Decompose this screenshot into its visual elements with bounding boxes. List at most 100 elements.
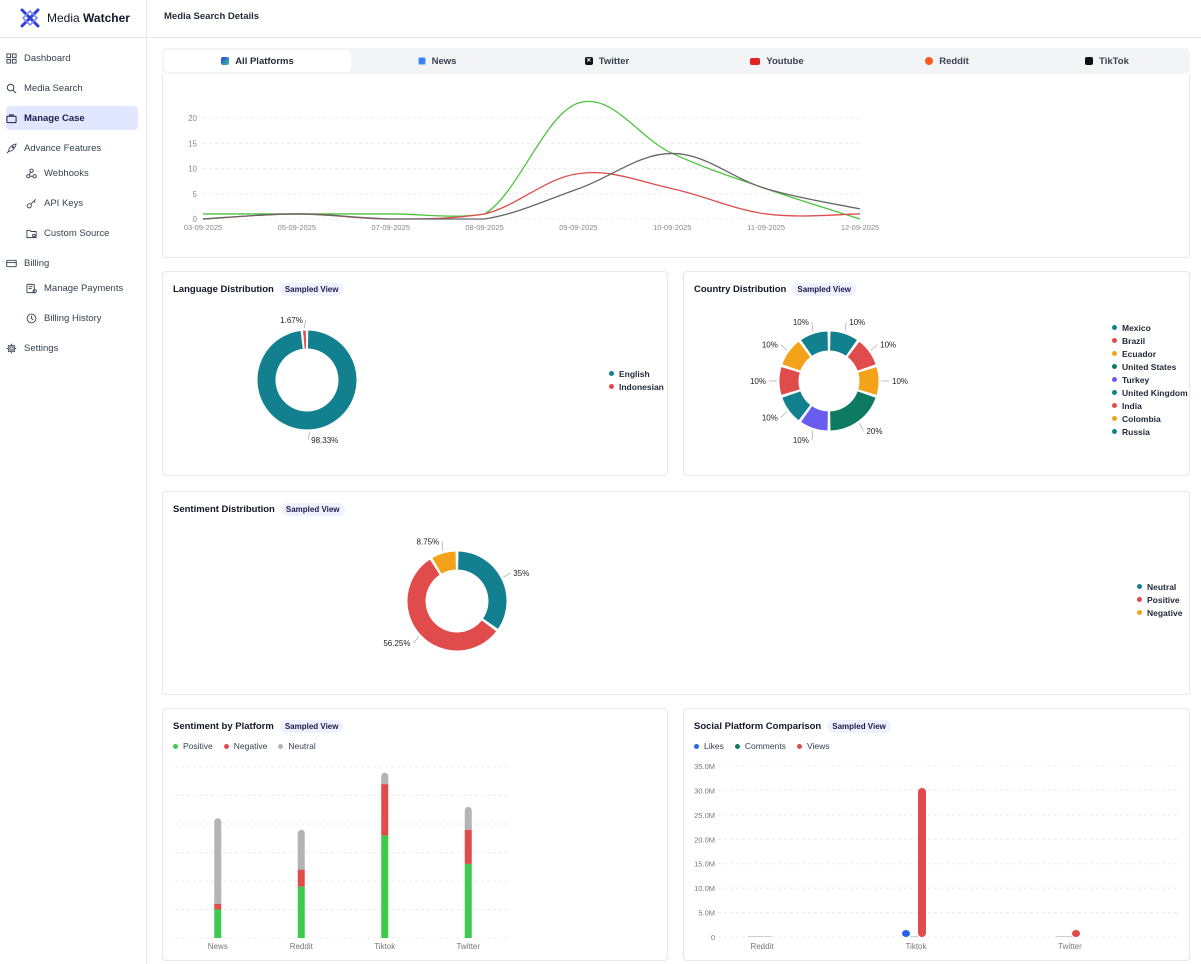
sidebar-item-media-search[interactable]: Media Search (6, 76, 83, 100)
y-tick-label: 5 (193, 190, 198, 199)
x-tick-label: 08-09-2025 (465, 223, 503, 232)
sidebar-item-billing[interactable]: Billing (6, 251, 49, 275)
legend-item-colombia[interactable]: Colombia (1112, 412, 1188, 425)
folder-icon (26, 229, 37, 238)
label-leader (413, 636, 420, 644)
legend-label: Turkey (1122, 374, 1150, 385)
bar-twitter-positive (464, 863, 472, 938)
y-tick-label: 20.0M (694, 835, 715, 844)
label-leader (303, 320, 307, 329)
timeline-card: 0 5 10 15 20 03-09-2025 05-09-2025 07-09-2025 08… (162, 75, 1190, 258)
x-tick-label: 05-09-2025 (278, 223, 316, 232)
tab-reddit[interactable]: Reddit (862, 50, 1032, 72)
legend-label: Comments (744, 741, 786, 751)
tab-news[interactable]: News (352, 50, 522, 72)
card-title: Sentiment Distribution Sampled View (173, 503, 345, 516)
y-tick-label: 15 (188, 139, 197, 148)
legend-label: India (1122, 400, 1142, 411)
x-tick-label: 11-09-2025 (747, 223, 785, 232)
sampled-view-badge: Sampled View (792, 283, 857, 296)
slice-value-label: 1.67% (280, 316, 303, 325)
legend-item-india[interactable]: India (1112, 399, 1188, 412)
brand-name: Media Watcher (47, 11, 130, 25)
legend-item-ecuador[interactable]: Ecuador (1112, 347, 1188, 360)
y-tick-label: 35.0M (694, 762, 715, 771)
all-platforms-icon (221, 57, 230, 65)
reddit-icon (925, 57, 934, 65)
sidebar-item-billing-history[interactable]: Billing History (26, 306, 102, 330)
bar-news-positive (214, 909, 222, 938)
legend-label: Ecuador (1122, 348, 1157, 359)
x-tick-label: Twitter (456, 942, 480, 951)
legend-label: Likes (704, 741, 724, 751)
y-tick-label: 10 (188, 165, 197, 174)
x-tick-label: 03-09-2025 (184, 223, 222, 232)
country-slice-mexico (829, 330, 859, 358)
legend-item-united-kingdom[interactable]: United Kingdom (1112, 386, 1188, 399)
sidebar-item-manage-payments[interactable]: Manage Payments (26, 276, 123, 300)
tab-all-platforms[interactable]: All Platforms (164, 50, 351, 72)
bar-tiktok-comments (910, 936, 918, 937)
tab-label: News (431, 55, 457, 67)
legend-dot (1112, 403, 1117, 408)
legend-item-mexico[interactable]: Mexico (1112, 321, 1188, 334)
legend-item-likes[interactable]: Likes (694, 741, 724, 751)
legend-item-comments[interactable]: Comments (734, 741, 786, 751)
legend-dot (173, 743, 178, 749)
series-line-gray (202, 152, 861, 220)
legend-item-brazil[interactable]: Brazil (1112, 334, 1188, 347)
social-platform-legend: Likes Comments Views (694, 741, 840, 751)
country-slice-india (778, 365, 801, 397)
legend-label: Neutral (288, 741, 316, 751)
sentiment-slice-negative (431, 550, 457, 575)
legend-item-english[interactable]: English (609, 367, 664, 380)
sidebar-item-custom-source[interactable]: Custom Source (26, 221, 109, 245)
tab-twitter[interactable]: ✕ Twitter (522, 50, 692, 72)
legend-item-neutral[interactable]: Neutral (278, 741, 316, 751)
legend-item-united-states[interactable]: United States (1112, 360, 1188, 373)
bar-reddit-views (764, 936, 772, 937)
sidebar-divider (0, 37, 146, 38)
label-leader (780, 411, 788, 418)
card-title: Social Platform Comparison Sampled View (694, 720, 891, 733)
legend-item-positive[interactable]: Positive (173, 741, 213, 751)
legend-item-indonesian[interactable]: Indonesian (609, 380, 664, 393)
sidebar-item-settings[interactable]: Settings (6, 336, 58, 360)
card-title: Sentiment by Platform Sampled View (173, 720, 344, 733)
sidebar-item-api-keys[interactable]: API Keys (26, 191, 83, 215)
sidebar-item-webhooks[interactable]: Webhooks (26, 161, 89, 185)
legend-label: United Kingdom (1122, 387, 1188, 398)
social-platform-comparison-card: Social Platform Comparison Sampled View L… (683, 708, 1190, 961)
legend-dot (1137, 584, 1142, 589)
slice-value-label: 10% (892, 377, 908, 386)
legend-item-negative[interactable]: Negative (1137, 606, 1182, 619)
legend-item-turkey[interactable]: Turkey (1112, 373, 1188, 386)
country-donut-chart: 10% 10% 10% 20% 10% 10% 10% 10% 10% (750, 318, 908, 445)
gear-icon (6, 343, 17, 353)
sidebar-item-advance-features[interactable]: Advance Features (6, 136, 101, 160)
label-leader (844, 322, 847, 332)
tiktok-icon (1085, 57, 1094, 65)
legend-dot (1137, 597, 1142, 602)
bar-tiktok-likes (902, 930, 910, 937)
sidebar-item-label: Settings (24, 342, 59, 354)
sidebar-item-manage-case[interactable]: Manage Case (6, 106, 138, 130)
sidebar-item-label: Custom Source (44, 227, 110, 239)
logo[interactable]: Media Watcher (20, 8, 130, 28)
label-leader (870, 344, 878, 351)
legend-item-positive[interactable]: Positive (1137, 593, 1182, 606)
sidebar-item-dashboard[interactable]: Dashboard (6, 46, 70, 70)
legend-item-negative[interactable]: Negative (223, 741, 267, 751)
country-slice-ecuador (857, 365, 880, 397)
y-tick-label: 15.0M (694, 860, 715, 869)
tab-tiktok[interactable]: TikTok (1022, 50, 1192, 72)
slice-value-label: 10% (793, 436, 809, 445)
label-leader (811, 322, 814, 332)
legend-item-russia[interactable]: Russia (1112, 425, 1188, 438)
tab-youtube[interactable]: Youtube (692, 50, 862, 72)
slice-value-label: 56.25% (383, 639, 410, 648)
legend-dot (1112, 364, 1117, 369)
legend-item-views[interactable]: Views (796, 741, 829, 751)
series-line-red (202, 172, 861, 220)
legend-item-neutral[interactable]: Neutral (1137, 580, 1182, 593)
